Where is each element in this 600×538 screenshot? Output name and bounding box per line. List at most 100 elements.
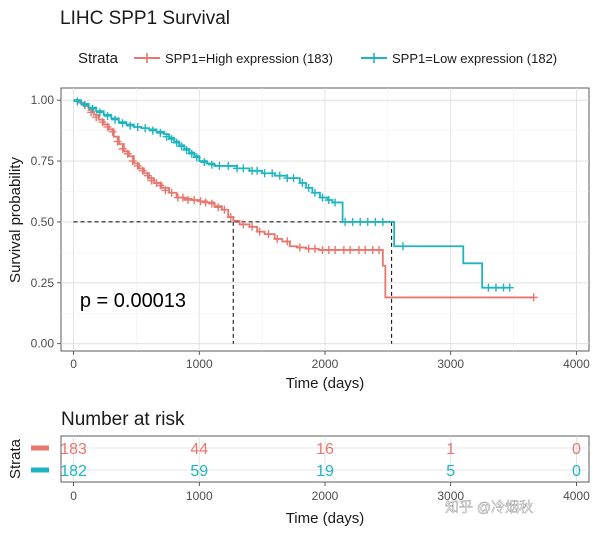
censor-mark [275, 171, 284, 180]
censor-mark [200, 158, 209, 167]
risk-x-tick-label: 2000 [312, 489, 339, 503]
censor-mark [178, 193, 187, 202]
censor-mark [268, 169, 277, 178]
x-tick-label: 1000 [186, 357, 213, 371]
censor-mark [318, 193, 327, 202]
censor-mark [95, 108, 104, 117]
censor-mark [118, 119, 127, 128]
censor-mark [111, 115, 120, 124]
legend-label-low: SPP1=Low expression (182) [392, 51, 557, 66]
censor-mark [108, 127, 117, 136]
censor-mark [505, 283, 514, 292]
risk-cell: 0 [572, 463, 581, 480]
censor-mark [88, 104, 97, 113]
censor-mark [255, 227, 264, 236]
censor-mark [226, 213, 235, 222]
chart-title: LIHC SPP1 Survival [60, 8, 230, 29]
risk-cell: 183 [60, 441, 87, 458]
legend-marker-high [142, 53, 152, 63]
censor-mark [378, 217, 387, 226]
x-axis-label: Time (days) [286, 375, 365, 392]
censor-mark [239, 164, 248, 173]
censor-mark [310, 188, 319, 197]
censor-mark [148, 126, 157, 135]
censor-mark [356, 217, 365, 226]
censor-mark [264, 230, 273, 239]
censor-mark [529, 293, 538, 302]
risk-x-tick-label: 4000 [563, 489, 590, 503]
risk-cell: 16 [316, 441, 334, 458]
risk-x-tick-label: 1000 [186, 489, 213, 503]
censor-mark [141, 124, 150, 133]
y-tick-label: 0.25 [31, 276, 55, 290]
censor-mark [273, 234, 282, 243]
censor-mark [92, 113, 101, 122]
censor-mark [126, 121, 135, 130]
legend-title: Strata [78, 50, 119, 67]
censor-mark [123, 149, 132, 158]
median-lines [73, 221, 393, 344]
censor-mark [192, 153, 201, 162]
censor-mark [214, 203, 223, 212]
censor-mark [224, 161, 233, 170]
legend: Strata SPP1=High expression (183) SPP1=L… [78, 50, 557, 67]
censor-mark [260, 169, 269, 178]
censor-mark [80, 101, 89, 110]
censor-mark [128, 157, 137, 166]
censor-mark [156, 181, 165, 190]
y-tick-label: 0.75 [31, 154, 55, 168]
censor-mark [162, 132, 171, 141]
censor-mark [187, 149, 196, 158]
x-tick-label: 2000 [312, 357, 339, 371]
censor-mark [484, 283, 493, 292]
censor-mark [491, 283, 500, 292]
censor-mark [375, 245, 384, 254]
risk-cell: 1 [446, 441, 455, 458]
censor-mark [239, 220, 248, 229]
censor-mark [253, 166, 262, 175]
main-axes: 0 1000 2000 3000 4000 0.00 0.25 0.50 0.75 1.00 [31, 93, 590, 371]
grid [61, 88, 589, 351]
legend-item-low[interactable]: SPP1=Low expression (182) [361, 51, 557, 66]
x-tick-label: 4000 [563, 357, 590, 371]
censor-mark [283, 237, 292, 246]
risk-table-y-label: Strata [7, 438, 24, 479]
censor-mark [215, 161, 224, 170]
risk-table-title: Number at risk [61, 409, 185, 430]
risk-cell: 19 [316, 463, 334, 480]
risk-x-axis: 0 1000 2000 3000 4000 [70, 482, 590, 503]
risk-table-x-label: Time (days) [286, 510, 365, 527]
censor-mark [348, 217, 357, 226]
censor-mark [207, 160, 216, 169]
y-tick-label: 0.00 [31, 337, 55, 351]
censor-mark [98, 118, 107, 127]
censor-mark [103, 112, 112, 121]
censor-mark [298, 178, 307, 187]
y-tick-label: 0.50 [31, 215, 55, 229]
censor-mark [341, 217, 350, 226]
censor-mark [207, 199, 216, 208]
censor-mark [177, 142, 186, 151]
censor-mark [289, 174, 298, 183]
censor-mark [172, 138, 181, 147]
legend-item-high[interactable]: SPP1=High expression (183) [134, 51, 333, 66]
censor-mark [248, 222, 257, 231]
risk-table-keys [31, 445, 49, 473]
p-value-label: p = 0.00013 [80, 290, 186, 312]
legend-marker-low [369, 53, 379, 63]
censor-mark [331, 245, 340, 254]
censor-mark [138, 166, 147, 175]
censor-mark [182, 146, 191, 155]
censor-mark [161, 186, 170, 195]
censor-mark [143, 171, 152, 180]
censor-mark [118, 144, 127, 153]
censor-mark [371, 217, 380, 226]
censor-mark [147, 176, 156, 185]
risk-cell: 0 [572, 441, 581, 458]
risk-x-tick-label: 0 [70, 489, 77, 503]
censor-mark [103, 122, 112, 131]
risk-cell: 182 [60, 463, 87, 480]
survival-curves [73, 97, 538, 302]
